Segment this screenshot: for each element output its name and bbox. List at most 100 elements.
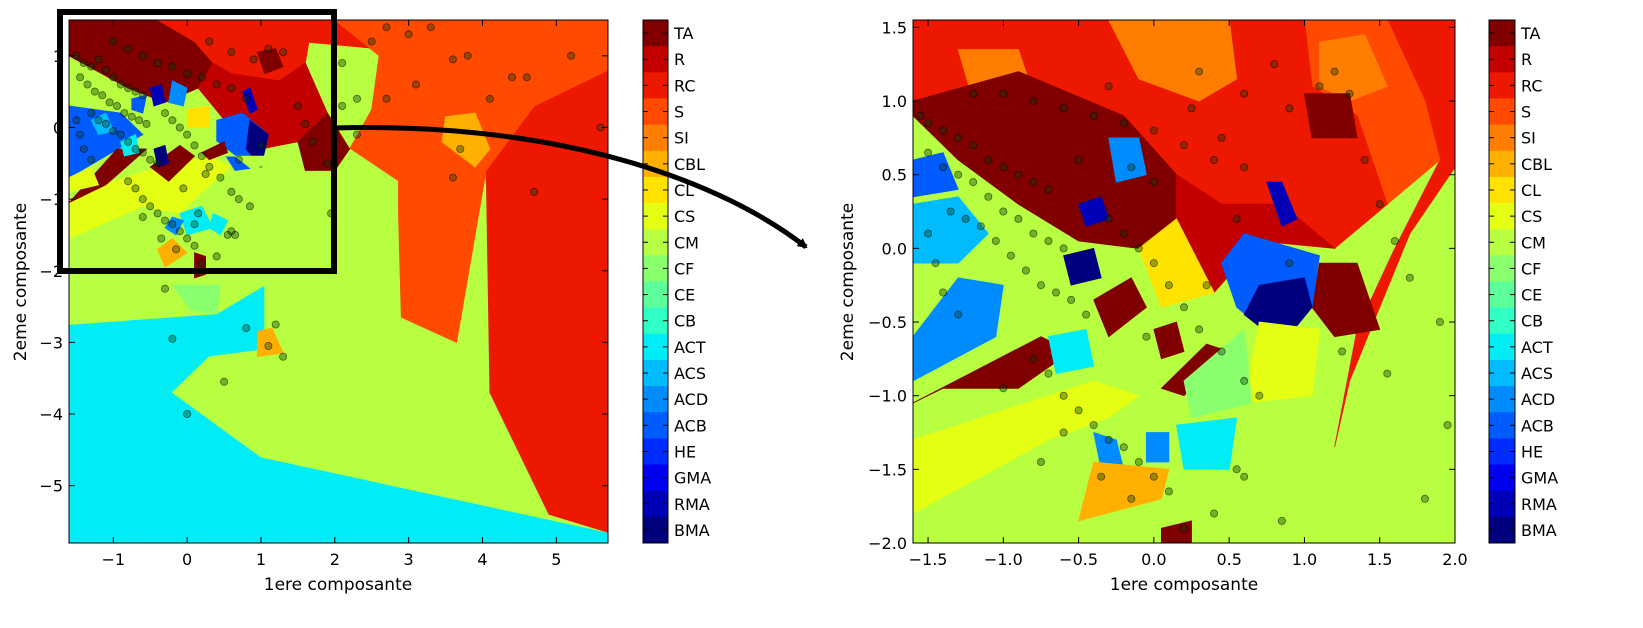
data-point — [153, 59, 162, 68]
data-point — [194, 209, 203, 218]
data-point — [924, 119, 933, 128]
colorbar-left: TA R RC S SI CBL CL CS CM CF CE CB ACT ACS ACD ACB HE GMA… — [642, 19, 711, 544]
colorbar-label-cb: CB — [1521, 312, 1543, 331]
data-point — [109, 37, 118, 46]
region-bma — [1063, 247, 1102, 286]
data-point — [1210, 509, 1219, 518]
data-point — [1217, 133, 1226, 142]
data-point — [1240, 472, 1249, 481]
decision-regions — [69, 20, 608, 543]
data-point — [308, 137, 317, 146]
data-point — [1014, 214, 1023, 223]
data-point — [124, 177, 133, 186]
data-point — [1127, 163, 1136, 172]
data-point — [94, 55, 103, 64]
data-point — [1285, 259, 1294, 268]
data-point — [109, 127, 118, 136]
colorbar-label-bma: BMA — [1521, 521, 1557, 540]
zoom-box — [57, 9, 337, 274]
data-point — [1082, 310, 1091, 319]
region-cbl — [441, 112, 491, 168]
data-point — [991, 236, 1000, 245]
region-rma — [149, 83, 166, 107]
y-tick-label: −3 — [39, 333, 63, 352]
colorbar-label-gma: GMA — [1521, 469, 1558, 488]
sample-points — [72, 23, 605, 543]
colorbar-label-act: ACT — [674, 338, 706, 357]
colorbar-label-cl: CL — [674, 181, 694, 200]
data-point — [1104, 435, 1113, 444]
colorbar-label-cm: CM — [1521, 233, 1546, 252]
data-point — [98, 91, 107, 100]
data-point — [1240, 89, 1249, 98]
data-point — [160, 284, 169, 293]
data-point — [179, 184, 188, 193]
data-point — [1029, 97, 1038, 106]
sample-points — [916, 60, 1452, 533]
region-rma — [242, 87, 258, 114]
data-point — [227, 227, 236, 236]
colorbar-label-acb: ACB — [674, 416, 707, 435]
data-point — [138, 91, 147, 100]
colorbar-label-he: HE — [1521, 442, 1543, 461]
region-cl — [186, 105, 210, 128]
colorbar-label-rma: RMA — [674, 495, 710, 514]
data-point — [1187, 104, 1196, 113]
data-point — [1375, 200, 1384, 209]
data-point — [969, 178, 978, 187]
data-point — [969, 89, 978, 98]
colorbar-label-acb: ACB — [1521, 416, 1554, 435]
data-point — [190, 141, 199, 150]
colorbar-label-si: SI — [1521, 129, 1536, 148]
data-point — [142, 119, 151, 128]
x-axis-ticks: −1.5 −1.0 −0.5 0.0 0.5 1.0 1.5 2.0 — [909, 20, 1468, 569]
data-point — [1217, 347, 1226, 356]
data-point — [220, 377, 229, 386]
data-point — [172, 245, 181, 254]
colorbar-label-r: R — [674, 50, 685, 69]
region-cs — [69, 166, 100, 193]
data-point — [87, 155, 96, 164]
data-point — [1074, 406, 1083, 415]
data-point — [976, 222, 985, 231]
colorbar-label-act: ACT — [1521, 338, 1553, 357]
data-point — [244, 542, 248, 543]
region-si — [1108, 20, 1238, 102]
data-point — [924, 229, 933, 238]
data-point — [127, 112, 136, 121]
x-tick-label: −0.5 — [1059, 550, 1098, 569]
region-cbl — [1078, 461, 1170, 522]
x-axis-label: 1ere composante — [1110, 575, 1258, 595]
data-point — [183, 69, 192, 78]
data-point — [160, 109, 169, 118]
x-tick-label: 1 — [256, 550, 266, 569]
data-point — [946, 207, 955, 216]
data-point — [1044, 185, 1053, 194]
zoom-arrow — [333, 125, 808, 249]
data-point — [1180, 141, 1189, 150]
y-tick-label: −0.5 — [868, 313, 907, 332]
data-point — [1277, 516, 1286, 525]
decision-regions — [913, 20, 1455, 543]
data-point — [279, 48, 288, 57]
colorbar-label-cbl: CBL — [1521, 155, 1552, 174]
region-s — [312, 20, 608, 343]
data-point — [83, 80, 92, 89]
data-point — [153, 209, 162, 218]
data-point — [1164, 281, 1173, 290]
y-axis-label: 2eme composante — [11, 203, 31, 361]
data-point — [1104, 82, 1113, 91]
data-point — [101, 119, 110, 128]
region-cf — [1183, 328, 1253, 419]
region-ta — [69, 148, 148, 204]
data-point — [242, 94, 251, 103]
data-point — [404, 30, 413, 39]
data-point — [157, 234, 166, 243]
data-point — [1210, 155, 1219, 164]
data-point — [190, 241, 199, 250]
data-point — [227, 84, 236, 93]
colorbar-label-rma: RMA — [1521, 495, 1557, 514]
data-point — [954, 310, 963, 319]
data-point — [999, 384, 1008, 393]
